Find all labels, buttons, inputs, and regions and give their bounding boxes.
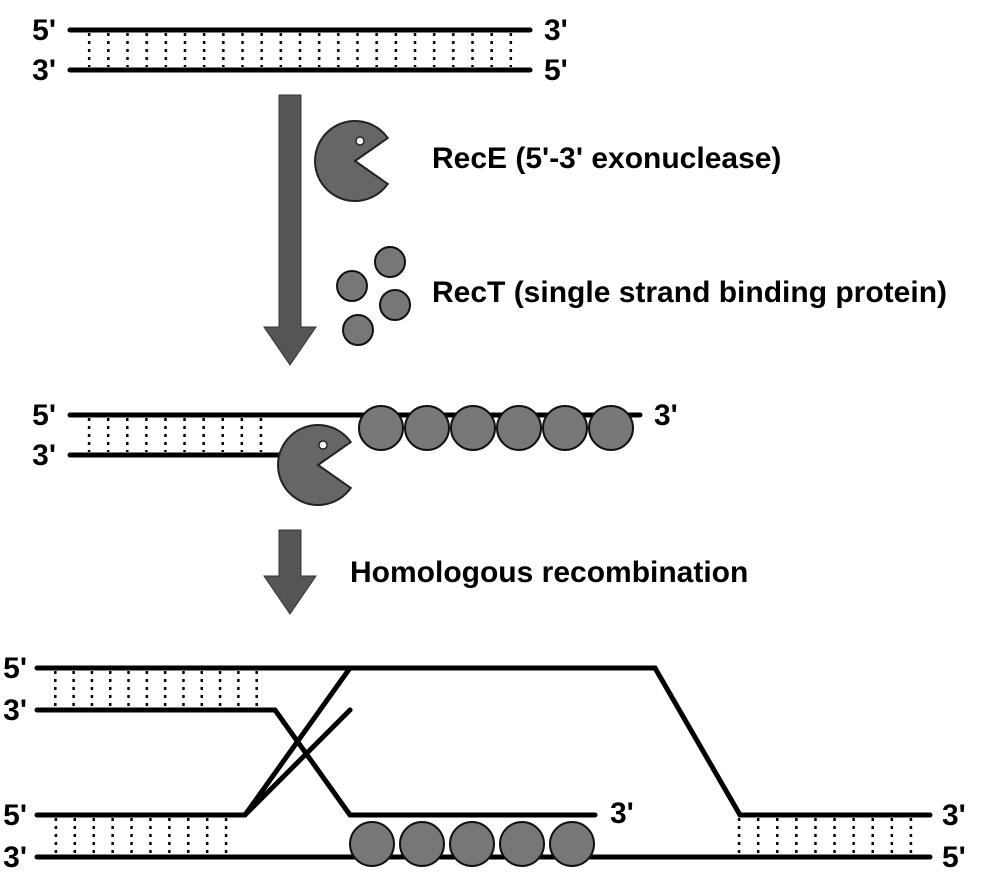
process-arrow (264, 95, 316, 365)
strand-end-label: 3' (942, 799, 966, 832)
recT-label: RecT (single strand binding protein) (432, 276, 947, 309)
strand-end-label: 3' (610, 797, 634, 830)
strand-end-label: 3' (32, 439, 56, 472)
recT-bound-icon (405, 406, 449, 450)
recE-pacman-icon (315, 121, 388, 201)
recT-circle-icon (337, 271, 367, 301)
recE-label: RecE (5'-3' exonuclease) (432, 142, 781, 175)
strand-end-label: 3' (3, 694, 27, 727)
dna-strand (245, 710, 350, 815)
recT-bound-icon (550, 822, 594, 866)
recE-pacman-icon-eye (319, 441, 327, 449)
recT-bound-icon (497, 406, 541, 450)
recT-circle-icon (380, 290, 410, 320)
strand-end-label: 3' (3, 841, 27, 874)
recT-circle-icon (375, 247, 405, 277)
recomb-label: Homologous recombination (350, 556, 748, 589)
dna-strand (655, 668, 740, 815)
recT-bound-icon (450, 822, 494, 866)
strand-end-label: 3' (654, 399, 678, 432)
strand-end-label: 3' (32, 54, 56, 87)
recT-circle-icon (343, 315, 373, 345)
dna-strand (275, 710, 350, 815)
strand-end-label: 5' (3, 799, 27, 832)
recT-bound-icon (451, 406, 495, 450)
recE-pacman-icon (278, 425, 351, 505)
recT-bound-icon (350, 822, 394, 866)
strand-end-label: 5' (32, 14, 56, 47)
strand-end-label: 5' (942, 841, 966, 874)
strand-end-label: 5' (3, 652, 27, 685)
process-arrow (264, 530, 316, 614)
recT-bound-icon (400, 822, 444, 866)
recE-pacman-icon-eye (356, 137, 364, 145)
strand-end-label: 3' (544, 14, 568, 47)
strand-end-label: 5' (32, 399, 56, 432)
recT-bound-icon (543, 406, 587, 450)
strand-end-label: 5' (544, 54, 568, 87)
recT-bound-icon (500, 822, 544, 866)
recT-bound-icon (589, 406, 633, 450)
recT-bound-icon (359, 406, 403, 450)
